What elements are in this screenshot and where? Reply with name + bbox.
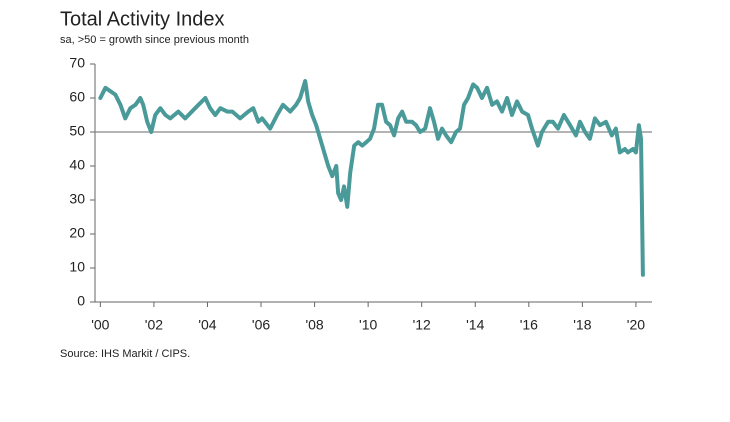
x-tick-label: '00 — [91, 317, 109, 333]
x-tick-label: '06 — [252, 317, 270, 333]
x-tick-label: '18 — [573, 317, 591, 333]
x-tick-label: '04 — [198, 317, 216, 333]
y-tick-label: 0 — [77, 293, 85, 309]
x-tick-label: '12 — [413, 317, 431, 333]
y-tick-label: 20 — [69, 225, 85, 241]
y-tick-label: 60 — [69, 89, 85, 105]
chart-subtitle: sa, >50 = growth since previous month — [60, 34, 249, 46]
y-tick-label: 10 — [69, 259, 85, 275]
data-line — [98, 79, 645, 277]
chart-title: Total Activity Index — [60, 8, 225, 30]
x-tick-label: '20 — [627, 317, 645, 333]
x-tick-label: '08 — [305, 317, 323, 333]
y-tick-label: 50 — [69, 123, 85, 139]
x-tick-label: '10 — [359, 317, 377, 333]
source-note: Source: IHS Markit / CIPS. — [60, 348, 190, 360]
y-tick-label: 70 — [69, 55, 85, 71]
x-tick-label: '02 — [145, 317, 163, 333]
y-tick-label: 30 — [69, 191, 85, 207]
x-tick-label: '16 — [520, 317, 538, 333]
y-tick-label: 40 — [69, 157, 85, 173]
x-tick-label: '14 — [466, 317, 484, 333]
